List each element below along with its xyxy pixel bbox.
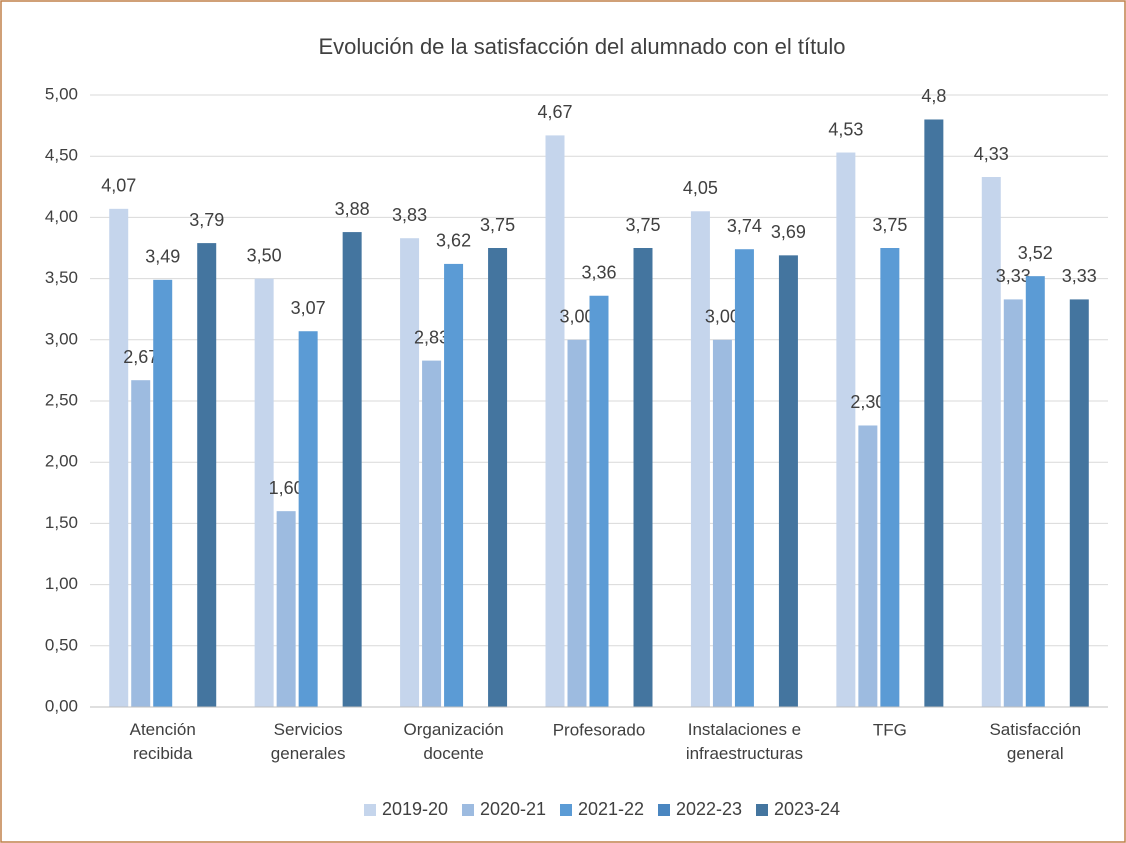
data-label: 3,69 — [771, 222, 806, 242]
data-label: 3,00 — [559, 307, 594, 327]
bar — [690, 211, 710, 707]
y-tick-label: 4,50 — [45, 146, 78, 165]
data-label: 3,75 — [480, 215, 515, 235]
bar — [633, 248, 653, 707]
data-label: 4,53 — [828, 119, 863, 139]
bar — [153, 279, 173, 707]
y-tick-label: 0,50 — [45, 635, 78, 654]
y-tick-label: 3,00 — [45, 329, 78, 348]
x-tick-label: Servicios generales — [271, 720, 346, 763]
x-tick-label: Profesorado — [553, 720, 646, 739]
data-label: 2,67 — [123, 347, 158, 367]
data-label: 3,74 — [727, 216, 762, 236]
data-label: 2,83 — [414, 327, 449, 347]
y-tick-label: 3,50 — [45, 268, 78, 287]
data-label: 4,07 — [101, 176, 136, 196]
data-label: 4,8 — [921, 86, 946, 106]
data-label: 3,75 — [625, 215, 660, 235]
bar — [298, 331, 318, 707]
bar — [1069, 299, 1089, 707]
data-label: 3,00 — [705, 307, 740, 327]
data-label: 2,30 — [850, 392, 885, 412]
data-label: 4,05 — [683, 178, 718, 198]
legend-swatch — [658, 804, 670, 816]
bar — [197, 243, 217, 707]
y-tick-label: 5,00 — [45, 84, 78, 103]
bar — [567, 339, 587, 707]
x-tick-label: Atención recibida — [130, 720, 196, 763]
bar — [858, 425, 878, 707]
data-label: 3,79 — [189, 210, 224, 230]
legend-label: 2023-24 — [774, 799, 840, 819]
data-label: 1,60 — [269, 478, 304, 498]
chart-title: Evolución de la satisfacción del alumnad… — [318, 34, 845, 59]
legend-label: 2021-22 — [578, 799, 644, 819]
data-label: 3,52 — [1018, 243, 1053, 263]
bar — [545, 135, 565, 708]
data-label: 3,49 — [145, 247, 180, 267]
y-tick-label: 4,00 — [45, 207, 78, 226]
bar — [981, 177, 1001, 707]
bar — [734, 249, 754, 707]
x-tick-label: Organización docente — [403, 720, 503, 763]
legend-swatch — [462, 804, 474, 816]
x-tick-label: Satisfacción general — [989, 720, 1081, 763]
x-tick-label: Instalaciones e infraestructuras — [686, 720, 803, 763]
y-tick-label: 2,50 — [45, 390, 78, 409]
bar — [836, 152, 856, 707]
legend-swatch — [364, 804, 376, 816]
bar — [109, 208, 129, 707]
data-label: 3,33 — [1062, 266, 1097, 286]
data-label: 3,50 — [247, 245, 282, 265]
bar — [1003, 299, 1023, 707]
bar — [444, 263, 464, 707]
bar — [276, 511, 296, 707]
data-label: 3,88 — [335, 199, 370, 219]
data-label: 4,67 — [537, 102, 572, 122]
data-label: 3,62 — [436, 231, 471, 251]
y-tick-label: 1,00 — [45, 574, 78, 593]
legend-swatch — [560, 804, 572, 816]
data-label: 3,83 — [392, 205, 427, 225]
bar — [342, 232, 362, 707]
data-label: 4,33 — [974, 144, 1009, 164]
legend-swatch — [756, 804, 768, 816]
bar — [488, 248, 508, 707]
bar — [400, 238, 420, 707]
bar — [1025, 276, 1045, 707]
data-label: 3,75 — [872, 215, 907, 235]
bar — [422, 360, 442, 707]
legend-label: 2019-20 — [382, 799, 448, 819]
data-label: 3,36 — [581, 262, 616, 282]
bar — [254, 278, 274, 707]
y-tick-label: 2,00 — [45, 452, 78, 471]
bar — [712, 339, 732, 707]
bar — [589, 295, 609, 707]
data-label: 3,33 — [996, 266, 1031, 286]
bar — [131, 380, 151, 707]
y-tick-label: 1,50 — [45, 513, 78, 532]
bar — [778, 255, 798, 707]
legend-label: 2022-23 — [676, 799, 742, 819]
bar — [924, 119, 944, 708]
bar — [880, 248, 900, 707]
data-label: 3,07 — [291, 298, 326, 318]
x-tick-label: TFG — [873, 720, 907, 739]
y-tick-label: 0,00 — [45, 696, 78, 715]
legend-label: 2020-21 — [480, 799, 546, 819]
